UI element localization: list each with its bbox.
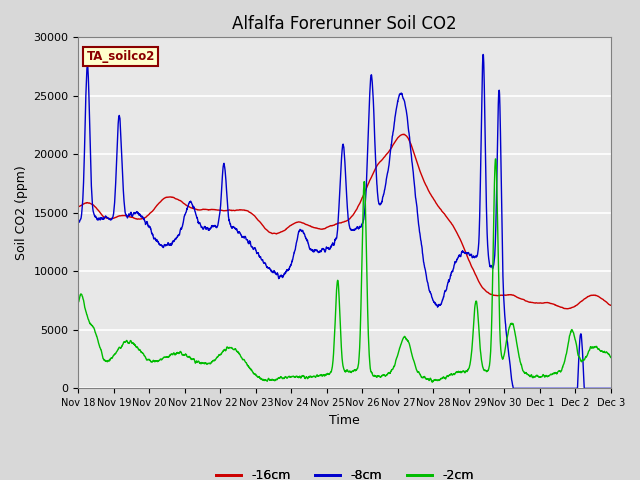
-8cm <box>279 274 287 280</box>
-2cm <box>75 299 83 305</box>
-16cm <box>135 216 143 222</box>
Title: Alfalfa Forerunner Soil CO2: Alfalfa Forerunner Soil CO2 <box>232 15 457 33</box>
-8cm <box>302 235 310 240</box>
-16cm <box>167 194 175 200</box>
-16cm <box>564 306 572 312</box>
Legend: -16cm, -8cm, -2cm: -16cm, -8cm, -2cm <box>211 464 478 480</box>
-8cm <box>167 242 175 248</box>
-8cm <box>607 385 614 391</box>
-2cm <box>302 375 310 381</box>
-16cm <box>540 300 547 306</box>
-16cm <box>597 295 605 301</box>
X-axis label: Time: Time <box>329 414 360 427</box>
-8cm <box>597 385 605 391</box>
-8cm <box>479 52 487 58</box>
-8cm <box>540 385 547 391</box>
-16cm <box>75 204 83 209</box>
-8cm <box>135 211 143 217</box>
-2cm <box>135 347 143 353</box>
-2cm <box>429 379 436 385</box>
Line: -2cm: -2cm <box>79 159 611 382</box>
-8cm <box>509 385 517 391</box>
-16cm <box>400 132 408 137</box>
Line: -8cm: -8cm <box>79 55 611 388</box>
-2cm <box>540 372 547 378</box>
-16cm <box>302 221 310 227</box>
-2cm <box>597 348 605 354</box>
-16cm <box>607 302 614 308</box>
-16cm <box>279 228 287 234</box>
-2cm <box>167 351 175 357</box>
-2cm <box>607 355 614 360</box>
-2cm <box>492 156 499 162</box>
Text: TA_soilco2: TA_soilco2 <box>86 49 155 62</box>
-8cm <box>75 219 83 225</box>
Line: -16cm: -16cm <box>79 134 611 309</box>
-2cm <box>279 376 287 382</box>
Y-axis label: Soil CO2 (ppm): Soil CO2 (ppm) <box>15 166 28 260</box>
